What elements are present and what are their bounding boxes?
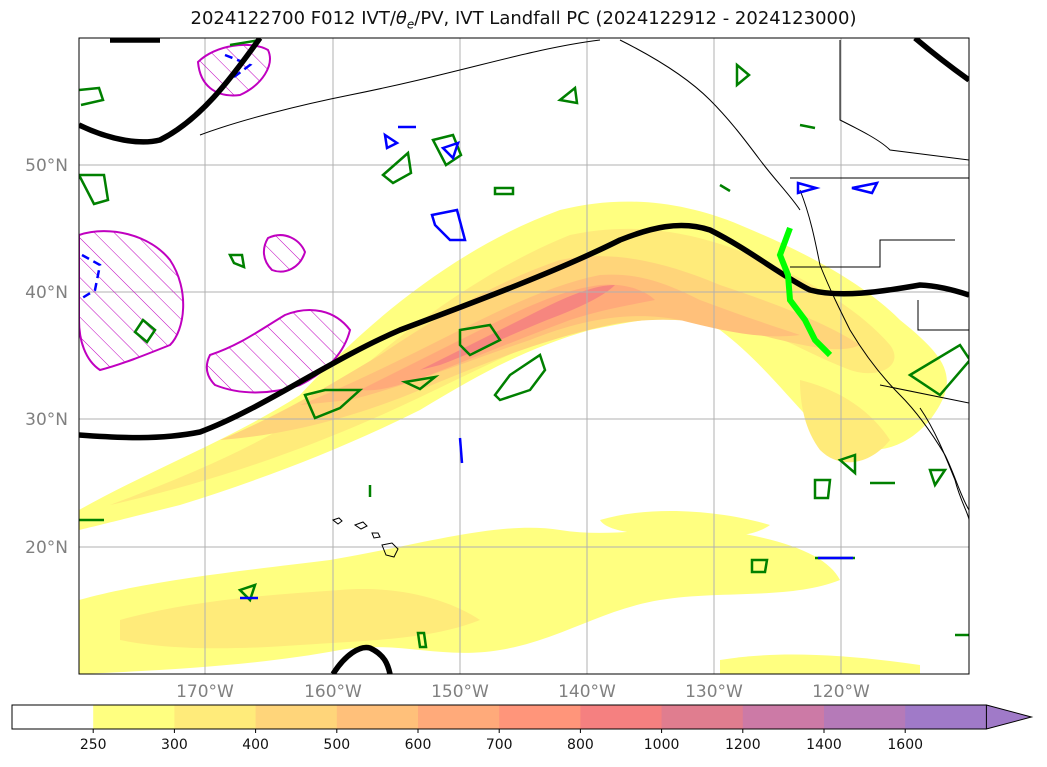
ivt-tropical-250b — [600, 510, 770, 538]
colorbar-segment — [824, 705, 906, 729]
colorbar-tick-label: 300 — [161, 737, 188, 753]
colorbar-tick-label: 400 — [242, 737, 269, 753]
ivt-coastal-300 — [800, 380, 890, 463]
colorbar-segment — [742, 705, 825, 729]
latitude-labels: 50°N 40°N 30°N 20°N — [25, 156, 68, 558]
colorbar-segment — [12, 705, 94, 729]
colorbar-extend-arrow — [985, 704, 1034, 730]
colorbar-tick-label: 600 — [405, 737, 432, 753]
colorbar-tick-label: 500 — [323, 737, 350, 753]
lon-label-170w: 170°W — [176, 682, 234, 702]
longitude-labels: 170°W 160°W 150°W 140°W 130°W 120°W — [176, 682, 870, 702]
colorbar-tick-label: 1000 — [644, 737, 680, 753]
lon-label-160w: 160°W — [304, 682, 362, 702]
colorbar-tick-label: 1600 — [887, 737, 923, 753]
colorbar-tick-label: 1200 — [725, 737, 761, 753]
colorbar — [11, 704, 1034, 733]
colorbar-segment — [336, 705, 419, 729]
colorbar-segment — [174, 705, 257, 729]
lon-label-120w: 120°W — [812, 682, 870, 702]
pv-negative-dashed — [79, 53, 253, 302]
colorbar-labels: 250 300 400 500 600 700 800 1000 1200 1400 1600 — [80, 737, 923, 753]
hawaii-islands — [331, 517, 399, 558]
colorbar-tick-label: 1400 — [806, 737, 842, 753]
lon-label-150w: 150°W — [431, 682, 489, 702]
lon-label-130w: 130°W — [685, 682, 743, 702]
theta-subscript: e — [406, 17, 415, 32]
lat-label-40: 40°N — [25, 283, 68, 303]
theta-symbol: θ — [395, 8, 407, 29]
pv-positive-contours — [79, 38, 969, 649]
lat-label-20: 20°N — [25, 538, 68, 558]
coastlines — [199, 39, 969, 521]
map-title: 2024122700 F012 IVT/θe/PV, IVT Landfall … — [190, 8, 857, 32]
colorbar-segment — [580, 705, 663, 729]
ivt-tropical-300 — [120, 589, 480, 649]
colorbar-tick-label: 250 — [80, 737, 107, 753]
colorbar-segment — [93, 705, 175, 729]
colorbar-segment — [255, 705, 338, 729]
pv-negative-contours — [240, 125, 880, 600]
colorbar-segment — [499, 705, 581, 729]
map-frame — [78, 37, 970, 675]
theta-e-contours — [79, 38, 969, 674]
colorbar-segment — [905, 705, 987, 729]
colorbar-segment — [418, 705, 500, 729]
ivt-tropical-250c — [720, 654, 920, 674]
lat-label-30: 30°N — [25, 410, 68, 430]
ivt-800 — [420, 285, 615, 370]
lat-label-50: 50°N — [25, 156, 68, 176]
colorbar-segment — [661, 705, 744, 729]
colorbar-tick-label: 700 — [486, 737, 513, 753]
lon-label-140w: 140°W — [558, 682, 616, 702]
ivt-landfall-line — [776, 226, 833, 358]
colorbar-tick-label: 800 — [567, 737, 594, 753]
